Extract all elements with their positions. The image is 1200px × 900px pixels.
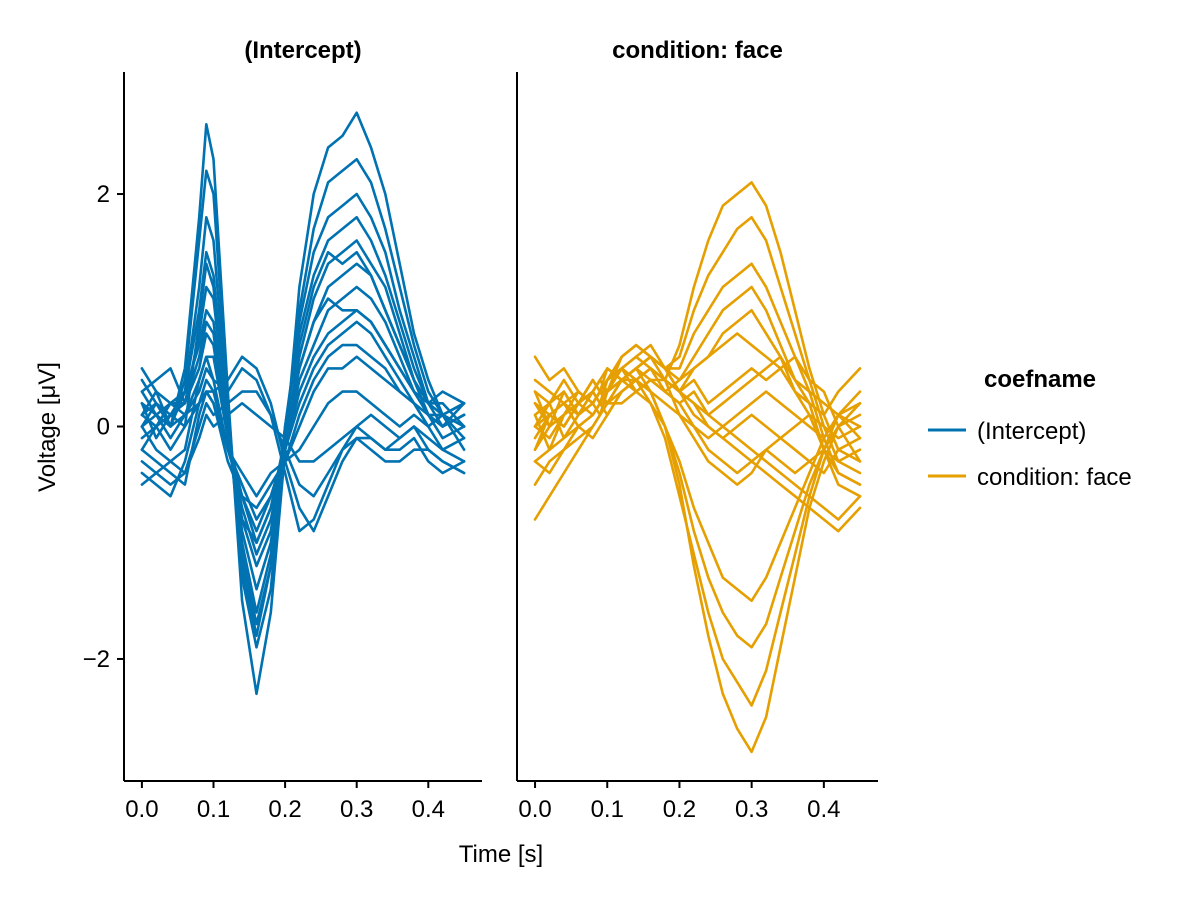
panel-2-series-line-16 [533,367,862,440]
legend-entry-condition-face: condition: face [928,464,1132,491]
panel-2-x-tick-label-1: 0.0 [518,796,551,823]
panel-2-series-line-11 [533,367,862,533]
panel-2-series-line-17 [533,343,862,486]
panel-2-x-tick-label-2: 0.1 [591,796,624,823]
panel-1-x-tick-label-3: 0.2 [268,796,301,823]
panel-2-series-line-6 [533,216,862,463]
panel-1-series [140,111,466,696]
x-axis-label: Time [s] [459,841,543,868]
y-tick-label-2: 0 [97,414,110,441]
panel-1-series-line-4 [140,216,466,614]
legend: coefname (Intercept) condition: face [928,366,1132,491]
y-tick-label-3: −2 [83,646,110,673]
panel-2-series-line-8 [533,285,862,498]
panel-2: condition: face 0.0 0.1 0.2 0.3 0.4 [516,37,878,823]
y-axis-label: Voltage [μV] [34,362,61,492]
panels-layer: (Intercept) 0.0 0.1 0.2 0.3 0.4 2 0 −2 condition:… [83,37,878,823]
legend-title: coefname [984,366,1096,393]
panel-1-series-line-15 [140,401,466,475]
panel-1-series-line-14 [140,390,466,498]
panel-title-2: condition: face [612,37,783,64]
panel-2-x-tick-label-3: 0.2 [663,796,696,823]
panel-2-series-line-14 [533,378,862,440]
panel-1-series-line-11 [140,355,466,510]
legend-entry-intercept: (Intercept) [928,418,1086,445]
panel-1-x-tick-label-4: 0.3 [340,796,373,823]
panel-1-x-tick-label-2: 0.1 [197,796,230,823]
panel-2-x-tick-label-5: 0.4 [807,796,840,823]
panel-1: (Intercept) 0.0 0.1 0.2 0.3 0.4 2 0 −2 [83,37,482,823]
panel-2-series-line-15 [533,378,862,475]
y-tick-label-1: 2 [97,181,110,208]
panel-2-series-line-18 [533,332,862,463]
panel-2-x-tick-label-4: 0.3 [735,796,768,823]
legend-label-intercept: (Intercept) [977,418,1086,445]
panel-title-1: (Intercept) [244,37,361,64]
panel-1-series-line-13 [140,355,466,533]
panel-2-series [533,181,862,754]
panel-2-series-line-12 [533,355,862,417]
panel-1-x-tick-label-5: 0.4 [412,796,445,823]
panel-1-x-tick-label-1: 0.0 [125,796,158,823]
panel-1-series-line-7 [140,285,466,556]
panel-2-series-line-1 [533,367,862,754]
legend-label-condition-face: condition: face [977,464,1132,491]
panel-1-series-line-16 [140,390,466,498]
panel-1-series-line-18 [140,250,466,626]
